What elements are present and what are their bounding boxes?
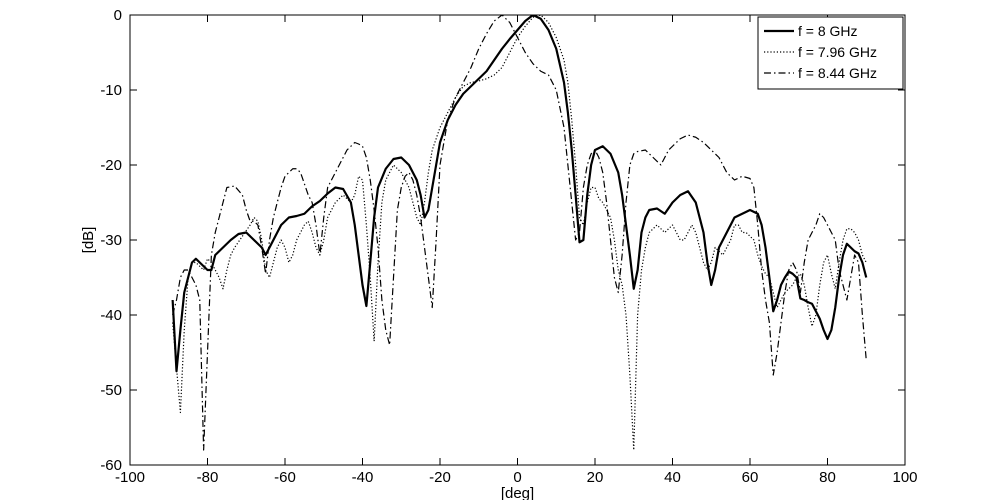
x-tick-label: 80	[819, 469, 836, 486]
x-axis-label: [deg]	[501, 485, 534, 500]
y-tick-label: -60	[100, 457, 122, 474]
legend-label: f = 8.44 GHz	[798, 65, 877, 81]
x-tick-label: 40	[664, 469, 681, 486]
plot-frame	[129, 14, 906, 466]
x-tick-label: -100	[115, 469, 145, 486]
legend-label: f = 7.96 GHz	[798, 44, 877, 60]
series-line-3	[172, 15, 867, 451]
x-tick-label: -40	[352, 469, 374, 486]
legend: f = 8 GHz f = 7.96 GHz f = 8.44 GHz	[757, 16, 904, 90]
x-tick-label: -80	[197, 469, 219, 486]
data-series	[171, 15, 868, 451]
x-tick-label: 20	[587, 469, 604, 486]
y-tick-label: -40	[100, 307, 122, 324]
y-tick-label: -30	[100, 232, 122, 249]
x-tick-label: 60	[742, 469, 759, 486]
x-tick-label: 0	[513, 469, 521, 486]
plot-area	[130, 15, 905, 465]
x-tick-label: -20	[429, 469, 451, 486]
y-tick-label: -10	[100, 82, 122, 99]
x-tick-label: -60	[274, 469, 296, 486]
y-tick-label: -50	[100, 382, 122, 399]
series-line-1	[171, 15, 868, 373]
y-tick-label: -20	[100, 157, 122, 174]
legend-label: f = 8 GHz	[798, 23, 858, 39]
x-tick-label: 100	[892, 469, 917, 486]
legend-box	[757, 16, 904, 90]
series-line-2	[172, 15, 867, 451]
y-axis-label: [dB]	[80, 227, 97, 254]
y-tick-label: 0	[114, 7, 122, 24]
